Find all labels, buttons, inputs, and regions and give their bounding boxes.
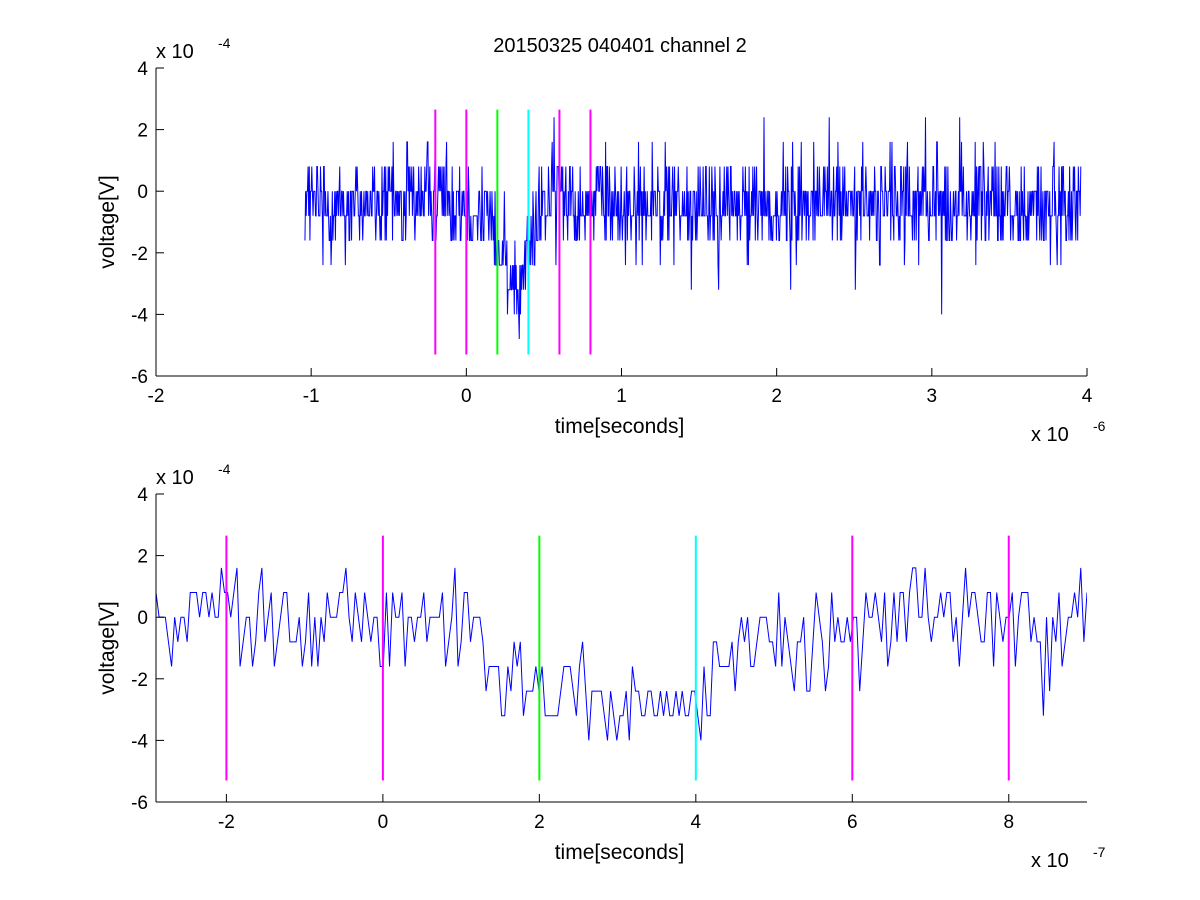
y-exponent-base: x 10 xyxy=(156,467,194,489)
x-tick-label: 1 xyxy=(616,386,627,407)
y-tick-label: 2 xyxy=(137,121,148,142)
y-tick-label: 0 xyxy=(137,182,148,203)
x-axis-label: time[seconds] xyxy=(555,415,685,438)
signal-trace xyxy=(156,567,1087,741)
x-tick-label: 0 xyxy=(461,386,472,407)
x-tick-label: -1 xyxy=(303,386,320,407)
x-exponent-power: -6 xyxy=(1093,418,1106,434)
y-tick-label: 0 xyxy=(137,608,148,629)
x-tick-label: 8 xyxy=(1003,812,1014,833)
y-tick-label: -6 xyxy=(131,793,148,814)
y-tick-label: 2 xyxy=(137,547,148,568)
x-tick-label: 0 xyxy=(378,812,389,833)
y-tick-label: -2 xyxy=(131,670,148,691)
x-tick-label: 4 xyxy=(1082,386,1093,407)
y-tick-label: -4 xyxy=(131,305,148,326)
x-tick-label: -2 xyxy=(218,812,235,833)
x-axis-label: time[seconds] xyxy=(555,841,685,864)
x-tick-label: 4 xyxy=(691,812,702,833)
x-exponent-base: x 10 xyxy=(1031,850,1069,872)
x-exponent-base: x 10 xyxy=(1031,424,1069,446)
x-tick-label: 2 xyxy=(771,386,782,407)
y-axis-label: voltage[V] xyxy=(96,601,119,694)
figure-title: 20150325 040401 channel 2 xyxy=(493,35,747,57)
y-tick-label: -4 xyxy=(131,731,148,752)
y-tick-label: 4 xyxy=(137,485,148,506)
x-tick-label: 3 xyxy=(927,386,938,407)
x-tick-label: -2 xyxy=(148,386,165,407)
y-tick-label: -2 xyxy=(131,244,148,265)
y-exponent-base: x 10 xyxy=(156,41,194,63)
y-exponent-power: -4 xyxy=(218,35,231,51)
top-panel: -2 -1 0 1 2 3 4-6-4-2024time[seconds]voltage[V… xyxy=(96,35,1106,446)
x-tick-label: 6 xyxy=(847,812,858,833)
y-tick-label: -6 xyxy=(131,367,148,388)
x-exponent-power: -7 xyxy=(1093,844,1106,860)
y-tick-label: 4 xyxy=(137,59,148,80)
bottom-panel: -2 0 2 4 6 8 -6 -4 -2 0 2 4 time[seconds] voltage[V] x… xyxy=(96,461,1106,872)
y-exponent-power: -4 xyxy=(218,461,231,477)
signal-trace xyxy=(304,117,1082,340)
x-tick-label: 2 xyxy=(534,812,545,833)
y-axis-label: voltage[V] xyxy=(96,175,119,268)
